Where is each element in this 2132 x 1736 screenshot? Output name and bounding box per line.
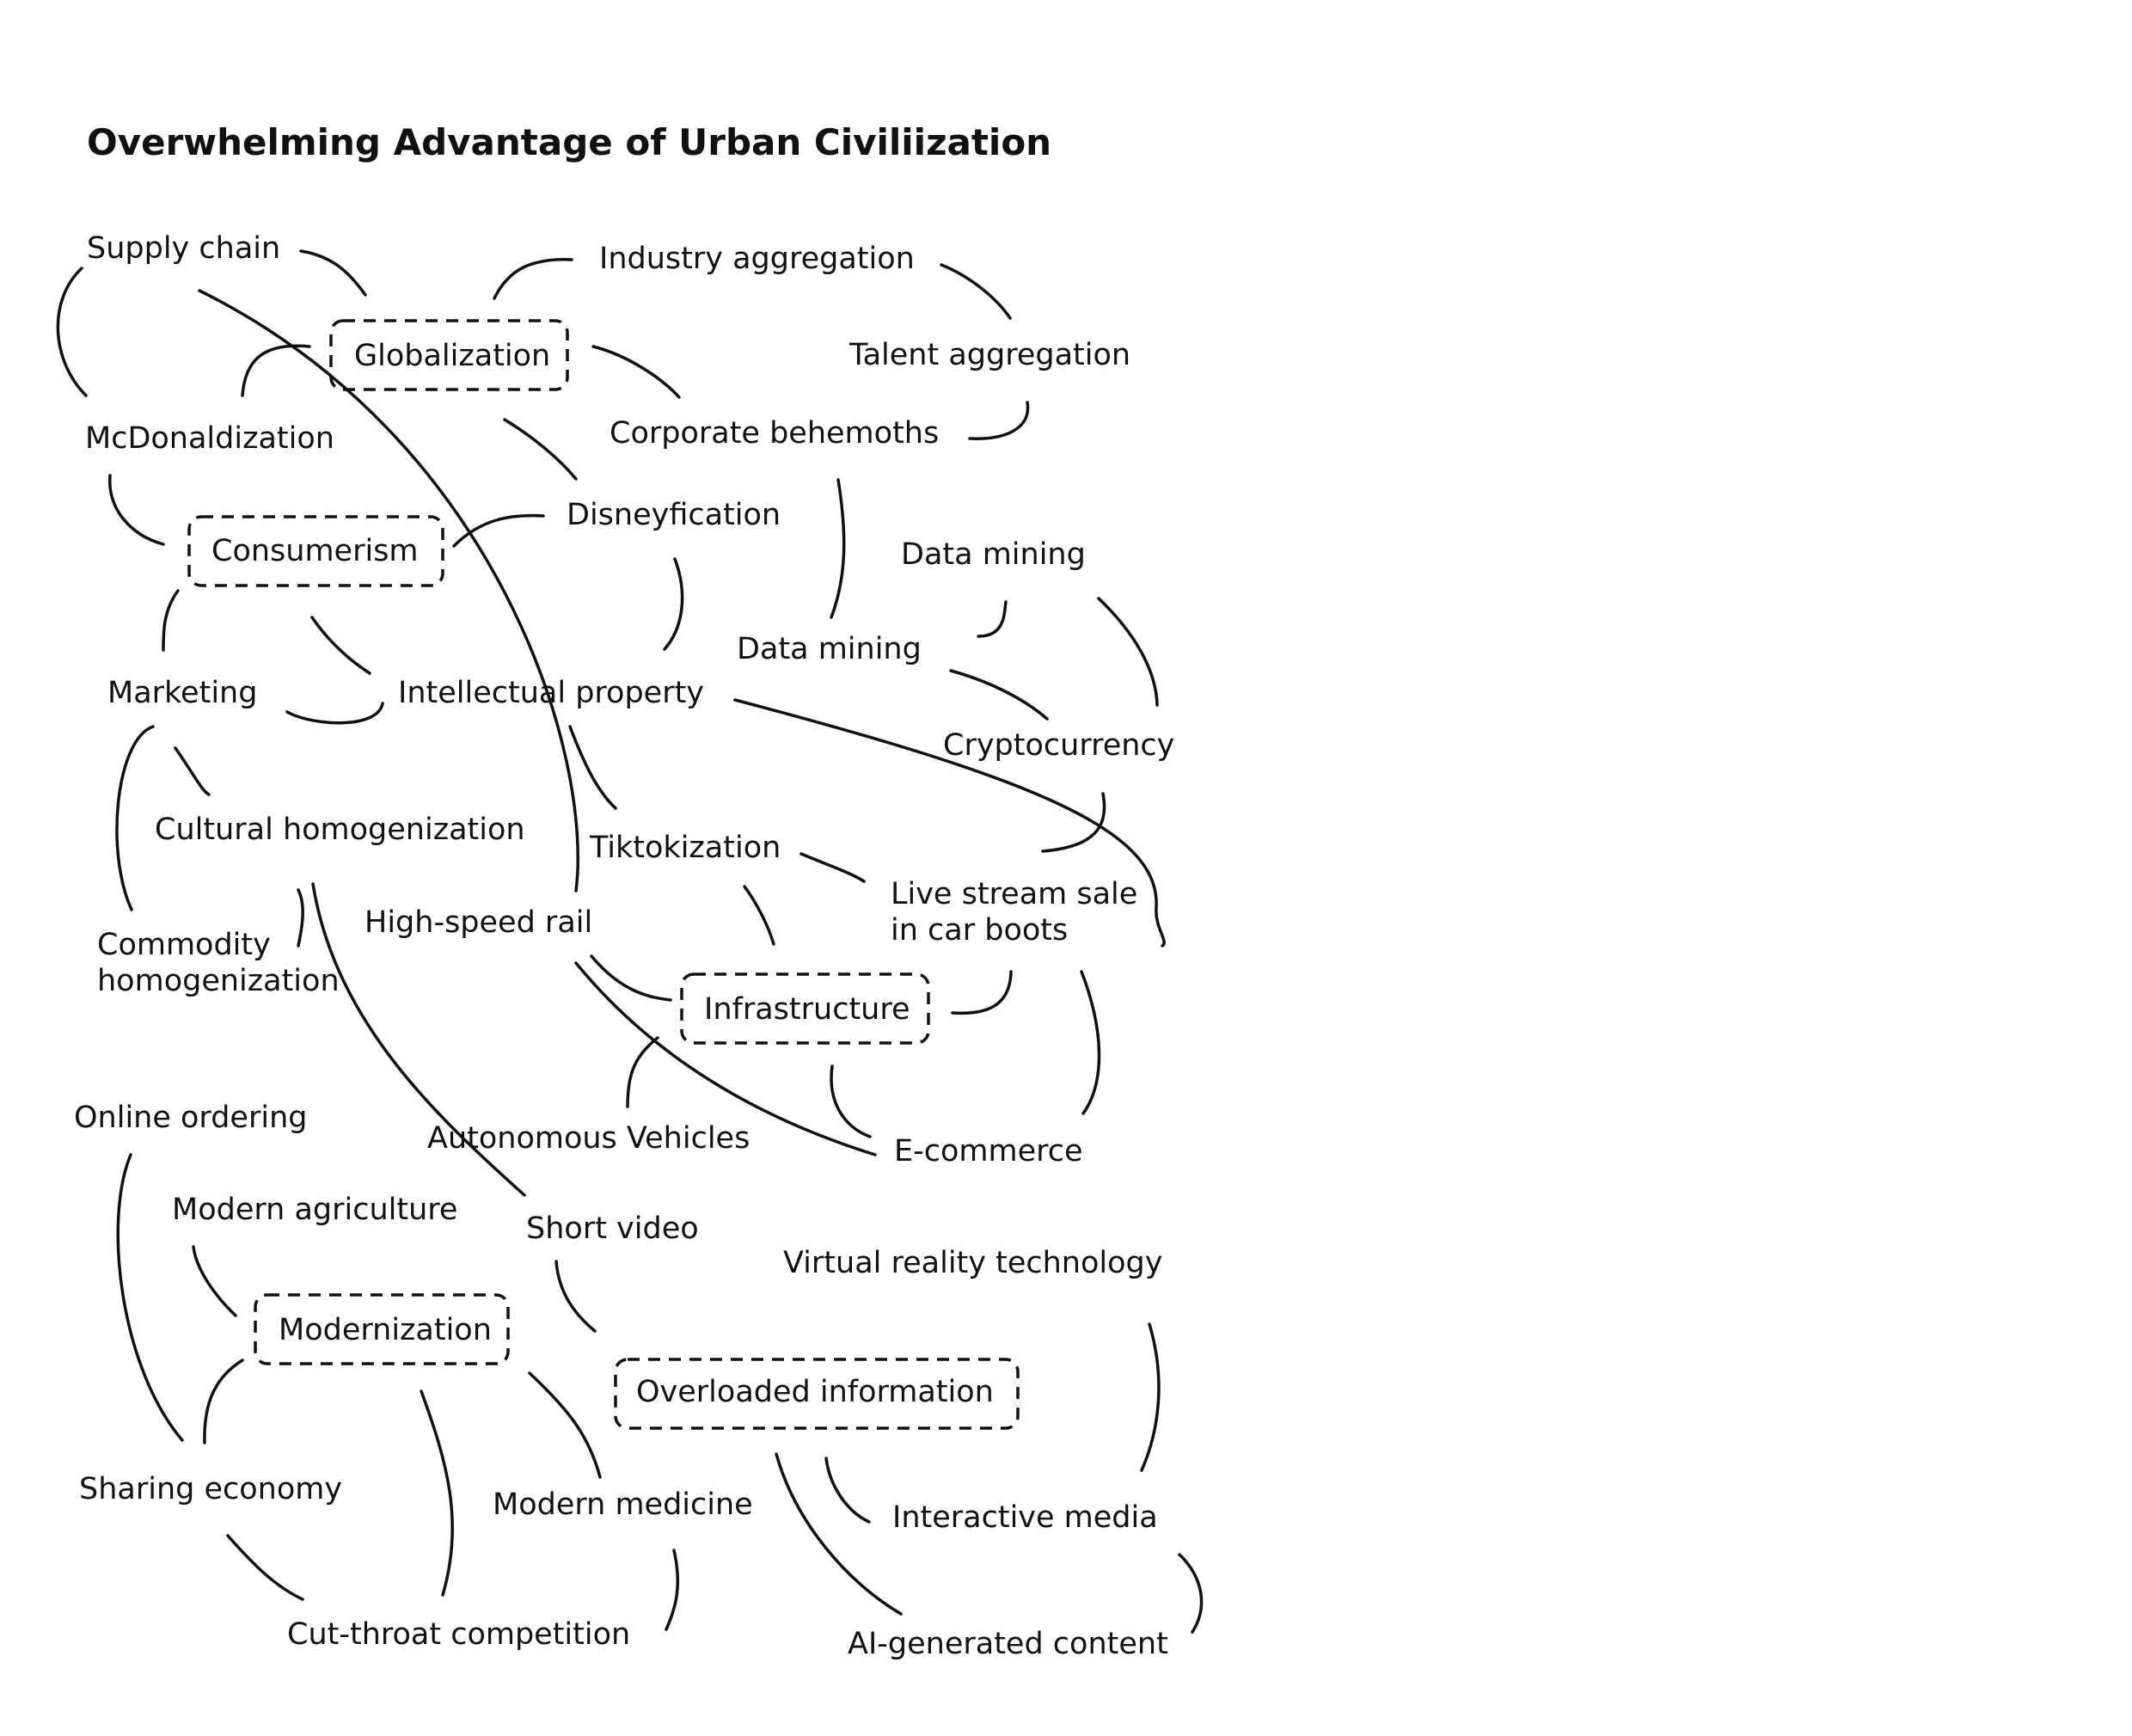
term-modern-medicine: Modern medicine — [493, 1488, 753, 1522]
connector-line — [116, 1153, 184, 1442]
hub-label-globalization: Globalization — [354, 339, 550, 373]
connector-line — [591, 345, 681, 399]
term-interactive-media: Interactive media — [892, 1500, 1158, 1535]
term-sharing-economy: Sharing economy — [79, 1472, 342, 1506]
term-online-ordering: Online ordering — [74, 1101, 307, 1135]
term-live-stream-sale: Live stream sale — [891, 877, 1137, 911]
term-autonomous-vehicles: Autonomous Vehicles — [427, 1121, 750, 1156]
term-labels: Supply chain Industry aggregation Talent… — [74, 231, 1174, 1661]
connector-line — [663, 557, 684, 651]
connector-line — [503, 418, 578, 481]
connector-line — [949, 597, 1159, 721]
term-ai-generated-content: AI-generated content — [848, 1627, 1168, 1661]
diagram-title: Overwhelming Advantage of Urban Civiliiz… — [87, 121, 1051, 163]
term-short-video: Short video — [526, 1212, 699, 1246]
connector-line — [174, 746, 211, 796]
term-marketing: Marketing — [107, 676, 257, 710]
hub-box-infrastructure — [680, 972, 930, 1045]
term-disneyfication: Disneyfication — [567, 498, 781, 532]
term-data-mining: Data mining — [737, 632, 922, 666]
term-talent-aggregation: Talent aggregation — [849, 338, 1130, 372]
connector-line — [940, 263, 1012, 320]
hub-label-infrastructure: Infrastructure — [704, 992, 910, 1027]
connector-line — [493, 258, 573, 300]
term-corporate-behemoths: Corporate behemoths — [610, 416, 939, 451]
term-commodity-homogenization: Commodity — [97, 928, 271, 962]
connector-line — [226, 1534, 304, 1601]
term-modern-agriculture: Modern agriculture — [172, 1193, 457, 1227]
term-high-speed-rail: High-speed rail — [365, 905, 592, 940]
hub-label-overloaded-information: Overloaded information — [636, 1375, 994, 1409]
connector-line — [203, 1359, 244, 1445]
connector-line — [192, 1245, 237, 1317]
term-tiktokization: Tiktokization — [589, 831, 781, 865]
hub-box-modernization — [254, 1293, 510, 1365]
connector-line — [241, 344, 311, 397]
connector-line — [452, 513, 545, 548]
connector-line — [800, 852, 866, 883]
connector-line — [420, 1389, 455, 1597]
connector-line — [554, 1260, 597, 1333]
term-virtual-reality-technology: Virtual reality technology — [783, 1246, 1162, 1280]
connector-line — [115, 725, 155, 911]
connector-line — [733, 698, 1166, 948]
hub-box-consumerism — [187, 515, 444, 587]
connector-line — [310, 616, 371, 675]
connector-line — [198, 289, 579, 893]
connector-line — [574, 961, 877, 1156]
connector-line — [743, 885, 775, 946]
connector-line — [297, 888, 304, 948]
term-industry-aggregation: Industry aggregation — [599, 242, 915, 276]
term-live-stream-sale-line2: in car boots — [891, 913, 1068, 948]
connector-line — [626, 1036, 659, 1108]
connector-line — [1080, 970, 1101, 1115]
hub-label-consumerism: Consumerism — [211, 534, 419, 568]
hub-box-overloaded-information — [614, 1358, 1020, 1430]
hub-boxes — [187, 319, 1020, 1430]
term-cultural-homogenization: Cultural homogenization — [155, 813, 525, 847]
connector-line — [162, 589, 180, 652]
connector-line — [824, 1457, 871, 1524]
connector-line — [830, 1064, 872, 1138]
connector-line — [528, 1371, 602, 1479]
connector-line — [951, 970, 1013, 1015]
connector-line — [285, 702, 384, 725]
connector-line — [568, 725, 617, 810]
term-intellectual-property: Intellectual property — [398, 676, 704, 710]
connector-line — [1140, 1322, 1161, 1472]
connector-line — [108, 474, 165, 546]
connector-line — [311, 882, 526, 1197]
connector-line — [830, 478, 846, 619]
connector-line — [665, 1549, 680, 1631]
term-mcdonaldization: McDonaldization — [85, 421, 334, 456]
connector-lines — [56, 249, 1204, 1634]
connector-line — [56, 267, 88, 397]
hub-labels: Globalization Consumerism Infrastructure… — [211, 339, 994, 1409]
term-cryptocurrency: Cryptocurrency — [943, 728, 1174, 763]
hub-label-modernization: Modernization — [279, 1313, 492, 1347]
connector-line — [590, 954, 672, 1002]
connector-line — [299, 249, 367, 297]
connector-line — [1041, 792, 1106, 853]
term-commodity-homogenization-line2: homogenization — [97, 964, 340, 998]
term-data-mining: Data mining — [901, 537, 1086, 572]
connector-line — [968, 401, 1030, 440]
term-e-commerce: E-commerce — [894, 1134, 1083, 1169]
term-supply-chain: Supply chain — [87, 231, 280, 266]
term-cut-throat-competition: Cut-throat competition — [287, 1617, 630, 1652]
connector-line — [775, 1452, 903, 1616]
hub-box-globalization — [329, 319, 569, 391]
connector-line — [1178, 1553, 1204, 1634]
